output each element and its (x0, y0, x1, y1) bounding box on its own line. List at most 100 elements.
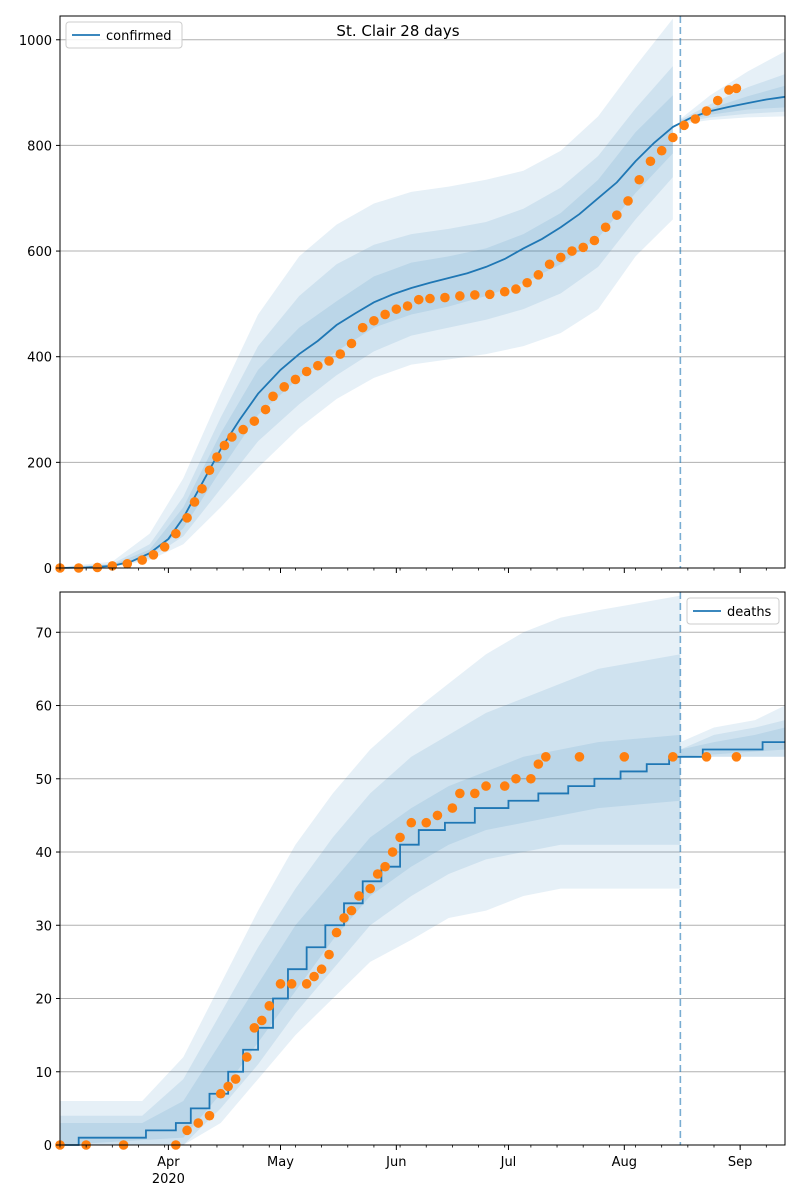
observed-point (171, 528, 181, 539)
observed-point (470, 788, 480, 799)
observed-point (567, 246, 577, 256)
observed-point (257, 1015, 267, 1026)
median-line-confirmed (59, 95, 786, 569)
observed-point (612, 210, 622, 220)
observed-point (316, 964, 327, 975)
y-tick-label: 60 (35, 700, 52, 715)
observed-point (193, 1118, 204, 1128)
observed-point (634, 174, 645, 185)
observed-point (679, 120, 689, 131)
observed-point (731, 752, 742, 762)
observed-point (313, 360, 323, 371)
legend-label: deaths (727, 605, 772, 620)
x-tick-label: Aug (612, 1155, 637, 1170)
uncertainty-band (60, 595, 681, 1145)
observed-point (481, 781, 491, 791)
observed-point (335, 349, 346, 359)
observed-point (499, 781, 510, 791)
observed-point (189, 497, 200, 507)
observed-point (223, 1081, 233, 1092)
observed-point (339, 913, 349, 923)
observed-point (402, 301, 413, 311)
observed-point (731, 83, 742, 94)
observed-point (526, 773, 536, 784)
observed-point (137, 555, 148, 565)
legend: confirmed (65, 21, 183, 49)
observed-point (555, 252, 566, 263)
observed-point (365, 883, 375, 894)
median-line-deaths (60, 741, 785, 1146)
uncertainty-band (60, 734, 681, 1145)
y-tick-label: 30 (35, 919, 52, 934)
panel-deaths: 0 10 20 30 40 50 60 70 Apr May Jun Jul Aug Sep 2020 dea… (35, 591, 786, 1187)
observed-point (275, 979, 286, 989)
y-tick-label: 200 (27, 456, 52, 471)
observed-point (387, 847, 398, 857)
observed-point (219, 440, 230, 451)
observed-point (380, 309, 390, 320)
observed-point (260, 404, 271, 415)
observed-point (290, 374, 301, 385)
observed-point (122, 558, 133, 569)
observed-point (470, 290, 480, 300)
observed-point (455, 291, 465, 301)
x-tick-label: Apr (157, 1155, 180, 1170)
observed-point (357, 322, 368, 333)
y-tick-label: 600 (27, 245, 52, 260)
axes-frame (59, 15, 786, 569)
observed-point (324, 356, 334, 366)
observed-point (544, 259, 555, 270)
observed-point (346, 905, 357, 916)
uncertainty-band (60, 18, 673, 568)
observed-point (701, 106, 712, 116)
observed-point (324, 949, 334, 960)
observed-point (578, 242, 588, 253)
legend-box (65, 21, 183, 49)
observed-point (242, 1052, 252, 1062)
observed-point (238, 424, 248, 435)
observed-point (372, 869, 383, 879)
observed-point (182, 513, 192, 523)
legend-label: confirmed (106, 29, 172, 44)
observed-point (511, 284, 521, 294)
observed-point (159, 542, 170, 552)
forecast-band (680, 705, 785, 757)
observed-point (455, 788, 465, 799)
observed-point (92, 562, 103, 573)
observed-point (712, 95, 723, 106)
chart-title: St. Clair 28 days (336, 22, 459, 40)
observed-point (249, 416, 260, 426)
observed-point (230, 1074, 241, 1084)
observed-point (391, 304, 402, 314)
observed-point (440, 292, 450, 303)
forecast-band (680, 720, 785, 757)
uncertainty-band (60, 654, 681, 1145)
observed-point (197, 483, 207, 494)
observed-point (574, 752, 585, 762)
observed-point (413, 294, 424, 305)
observed-point (301, 979, 312, 989)
observed-point (346, 338, 357, 349)
y-tick-label: 20 (35, 993, 52, 1008)
observed-point (668, 132, 678, 143)
observed-point (484, 289, 495, 300)
observed-point (354, 891, 364, 901)
y-tick-label: 1000 (19, 34, 52, 49)
y-tick-label: 0 (44, 562, 52, 577)
x-year-label: 2020 (152, 1172, 185, 1187)
observed-point (623, 196, 633, 206)
observed-point (589, 235, 600, 246)
observed-point (227, 432, 237, 442)
observed-point (533, 759, 544, 769)
uncertainty-band (60, 95, 673, 569)
observed-point (212, 452, 222, 462)
observed-point (690, 114, 701, 124)
uncertainty-band (60, 66, 673, 568)
observed-point (279, 382, 290, 392)
observed-point (182, 1125, 192, 1136)
observed-point (309, 971, 319, 982)
observed-point (301, 366, 312, 377)
